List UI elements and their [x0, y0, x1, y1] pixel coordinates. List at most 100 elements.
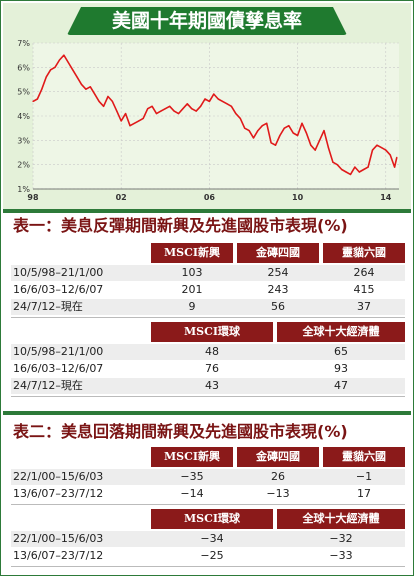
data-point: [354, 166, 356, 168]
data-point: [50, 69, 52, 71]
table2-title: 表二：美息回落期間新興及先進國股市表現(%): [13, 419, 348, 445]
yield-series-line: [32, 54, 398, 176]
data-point: [89, 86, 91, 88]
data-point: [226, 103, 228, 105]
period-label: 16/6/03–12/6/07: [13, 283, 104, 296]
data-point: [94, 93, 96, 95]
row-separator: [11, 566, 405, 567]
cell-value: −13: [266, 487, 290, 500]
table2: MSCI新興 金磚四國 靈貓六國 22/1/00–15/6/03 −35 26 −1 13/6…: [11, 447, 405, 573]
data-point: [371, 149, 374, 151]
data-point: [341, 168, 343, 171]
section-divider: [3, 209, 411, 213]
y-tick-label: 2%: [17, 161, 30, 170]
data-point: [358, 171, 360, 173]
data-point: [274, 144, 277, 146]
data-point: [288, 125, 290, 127]
cell-value: −33: [329, 549, 353, 562]
data-point: [252, 137, 255, 139]
column-header: MSCI新興: [151, 447, 233, 467]
data-point: [41, 88, 43, 90]
column-header: 金磚四國: [237, 243, 319, 263]
period-label: 16/6/03–12/6/07: [13, 362, 104, 375]
yield-chart-panel: 美國十年期國債孳息率 1% 2% 3% 4% 5% 6% 7% 98 02 06 10 14: [3, 3, 411, 209]
data-point: [182, 108, 184, 110]
table1-heading: 美息反彈期間新興及先進國股市表現(%): [61, 216, 348, 235]
row-separator: [11, 504, 405, 505]
x-tick-label: 06: [204, 193, 216, 202]
data-point: [389, 154, 391, 156]
table-row: 13/6/07–23/7/12 −25 −33: [11, 548, 405, 564]
cell-value: 65: [334, 345, 348, 358]
data-point: [217, 98, 219, 100]
table1-title: 表一：美息反彈期間新興及先進國股市表現(%): [13, 213, 348, 239]
data-point: [54, 66, 56, 68]
cell-value: 47: [334, 379, 348, 392]
chart-title: 美國十年期國債孳息率: [67, 7, 347, 35]
cell-value: 26: [271, 470, 285, 483]
cell-value: −25: [200, 549, 224, 562]
cell-value: 243: [267, 283, 289, 296]
data-point: [248, 130, 250, 132]
cell-value: 415: [353, 283, 375, 296]
column-header: 靈貓六國: [323, 447, 405, 467]
data-point: [195, 110, 197, 112]
data-point: [155, 112, 158, 115]
data-point: [380, 147, 382, 149]
data-point: [279, 134, 281, 137]
data-point: [160, 110, 162, 112]
data-point: [80, 83, 83, 85]
cell-value: 37: [357, 300, 371, 313]
period-label: 22/1/00–15/6/03: [13, 532, 104, 545]
cell-value: 9: [188, 300, 196, 313]
table1: MSCI新興 金磚四國 靈貓六國 10/5/98–21/1/00 103 254 264 16…: [11, 243, 405, 403]
data-point: [32, 100, 34, 102]
data-point: [270, 142, 272, 144]
data-point: [301, 122, 303, 124]
data-point: [199, 105, 202, 107]
data-point: [191, 108, 193, 110]
data-point: [327, 147, 330, 149]
data-point: [319, 139, 321, 141]
y-tick-label: 3%: [17, 136, 30, 145]
data-point: [239, 117, 241, 120]
data-point: [323, 130, 325, 132]
cell-value: −34: [200, 532, 224, 545]
data-point: [222, 100, 224, 102]
yield-line-chart: 1% 2% 3% 4% 5% 6% 7% 98 02 06 10 14: [17, 39, 399, 202]
column-header: MSCI新興: [151, 243, 233, 263]
data-point: [138, 120, 140, 122]
data-point: [393, 166, 396, 168]
cell-value: −35: [180, 470, 204, 483]
table-row: 10/5/98–21/1/00 103 254 264: [11, 265, 405, 281]
y-tick-label: 4%: [17, 112, 30, 121]
data-point: [177, 112, 180, 115]
cell-value: 17: [357, 487, 371, 500]
period-label: 10/5/98–21/1/00: [13, 345, 104, 358]
column-header: MSCI環球: [151, 509, 273, 529]
data-point: [314, 149, 316, 151]
data-point: [305, 132, 307, 134]
data-point: [385, 149, 387, 151]
data-point: [85, 88, 87, 90]
cell-value: 48: [205, 345, 219, 358]
section-divider: [3, 411, 411, 415]
table1-prefix: 表一：: [13, 216, 62, 235]
x-tick-label: 98: [27, 193, 39, 202]
data-point: [133, 122, 136, 124]
column-header: MSCI環球: [151, 322, 273, 342]
data-point: [98, 100, 100, 102]
cell-value: −14: [180, 487, 204, 500]
period-label: 13/6/07–23/7/12: [13, 549, 104, 562]
data-point: [169, 105, 171, 107]
data-point: [235, 112, 237, 115]
row-separator: [11, 317, 405, 318]
cell-value: 56: [271, 300, 285, 313]
y-tick-label: 5%: [17, 88, 30, 97]
period-label: 10/5/98–21/1/00: [13, 266, 104, 279]
data-point: [363, 168, 365, 171]
column-header: 全球十大經濟體: [277, 509, 405, 529]
data-point: [67, 61, 69, 64]
data-point: [116, 110, 118, 112]
